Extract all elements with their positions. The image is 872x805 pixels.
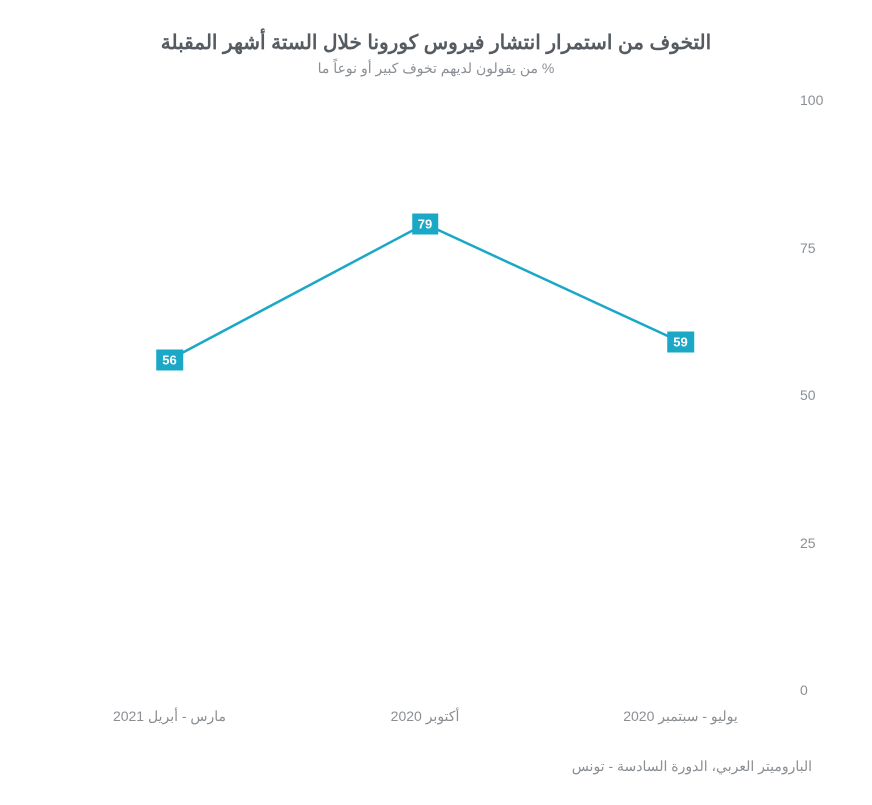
chart-subtitle: % من يقولون لديهم تخوف كبير أو نوعاً ما — [0, 60, 872, 77]
y-tick: 25 — [800, 535, 816, 551]
chart-footer: الباروميتر العربي، الدورة السادسة - تونس — [572, 758, 812, 775]
plot-area: 0255075100 يوليو - سبتمبر 2020أكتوبر 202… — [60, 100, 790, 690]
y-tick: 100 — [800, 92, 823, 108]
line-svg — [60, 100, 790, 690]
y-tick: 50 — [800, 387, 816, 403]
y-tick: 0 — [800, 682, 808, 698]
data-point-label: 56 — [156, 349, 182, 370]
data-point-label: 79 — [412, 213, 438, 234]
x-tick: أكتوبر 2020 — [391, 708, 460, 725]
chart-title: التخوف من استمرار انتشار فيروس كورونا خل… — [0, 30, 872, 55]
x-tick: يوليو - سبتمبر 2020 — [623, 708, 738, 725]
data-point-label: 59 — [667, 331, 693, 352]
chart-container: التخوف من استمرار انتشار فيروس كورونا خل… — [0, 0, 872, 805]
chart-line — [170, 224, 681, 360]
y-tick: 75 — [800, 240, 816, 256]
x-tick: مارس - أبريل 2021 — [113, 708, 226, 725]
